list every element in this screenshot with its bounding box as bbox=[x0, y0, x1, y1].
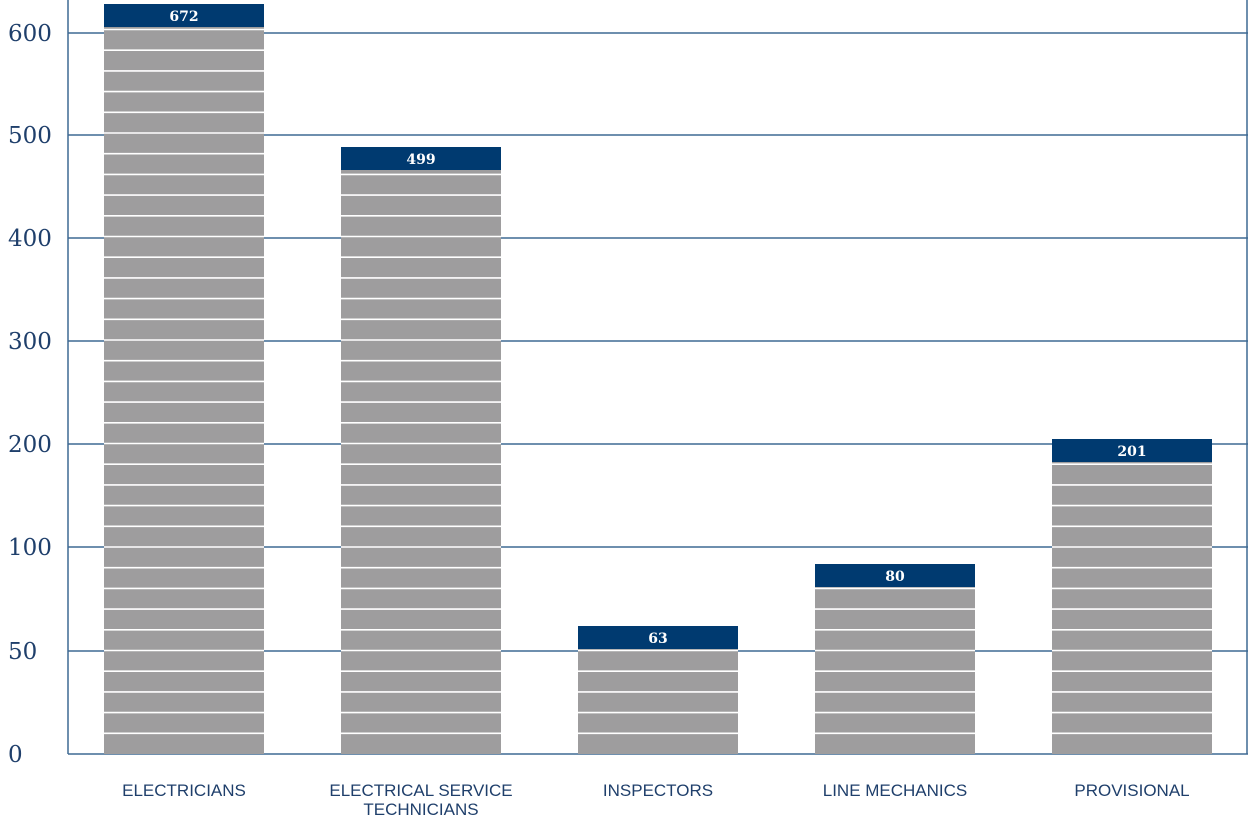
bar bbox=[815, 564, 975, 754]
x-category-label: PROVISIONAL bbox=[1074, 781, 1189, 800]
bar-cap bbox=[815, 564, 975, 587]
y-tick-label: 400 bbox=[8, 226, 52, 252]
y-tick-label: 100 bbox=[8, 535, 52, 561]
data-label: 80 bbox=[885, 569, 905, 585]
data-label: 63 bbox=[648, 631, 667, 647]
bar-cap bbox=[578, 626, 738, 649]
x-category-label: TECHNICIANS bbox=[363, 800, 478, 819]
bar-cap bbox=[104, 4, 264, 27]
y-tick-label: 600 bbox=[8, 21, 52, 47]
y-tick-label: 0 bbox=[8, 742, 23, 768]
bar-cap bbox=[1052, 439, 1212, 462]
y-tick-label: 300 bbox=[8, 329, 52, 355]
bar bbox=[1052, 439, 1212, 754]
y-tick-label: 200 bbox=[8, 432, 52, 458]
bar bbox=[104, 4, 264, 754]
bar-cap bbox=[341, 147, 501, 170]
x-category-label: LINE MECHANICS bbox=[823, 781, 968, 800]
x-category-label: INSPECTORS bbox=[603, 781, 713, 800]
bar bbox=[341, 147, 501, 754]
y-tick-label: 500 bbox=[8, 123, 52, 149]
data-label: 672 bbox=[169, 9, 198, 25]
data-label: 201 bbox=[1117, 444, 1146, 460]
x-category-label: ELECTRICAL SERVICE bbox=[329, 781, 512, 800]
data-label: 499 bbox=[406, 152, 435, 168]
x-category-label: ELECTRICIANS bbox=[122, 781, 246, 800]
y-tick-label: 50 bbox=[8, 639, 37, 665]
